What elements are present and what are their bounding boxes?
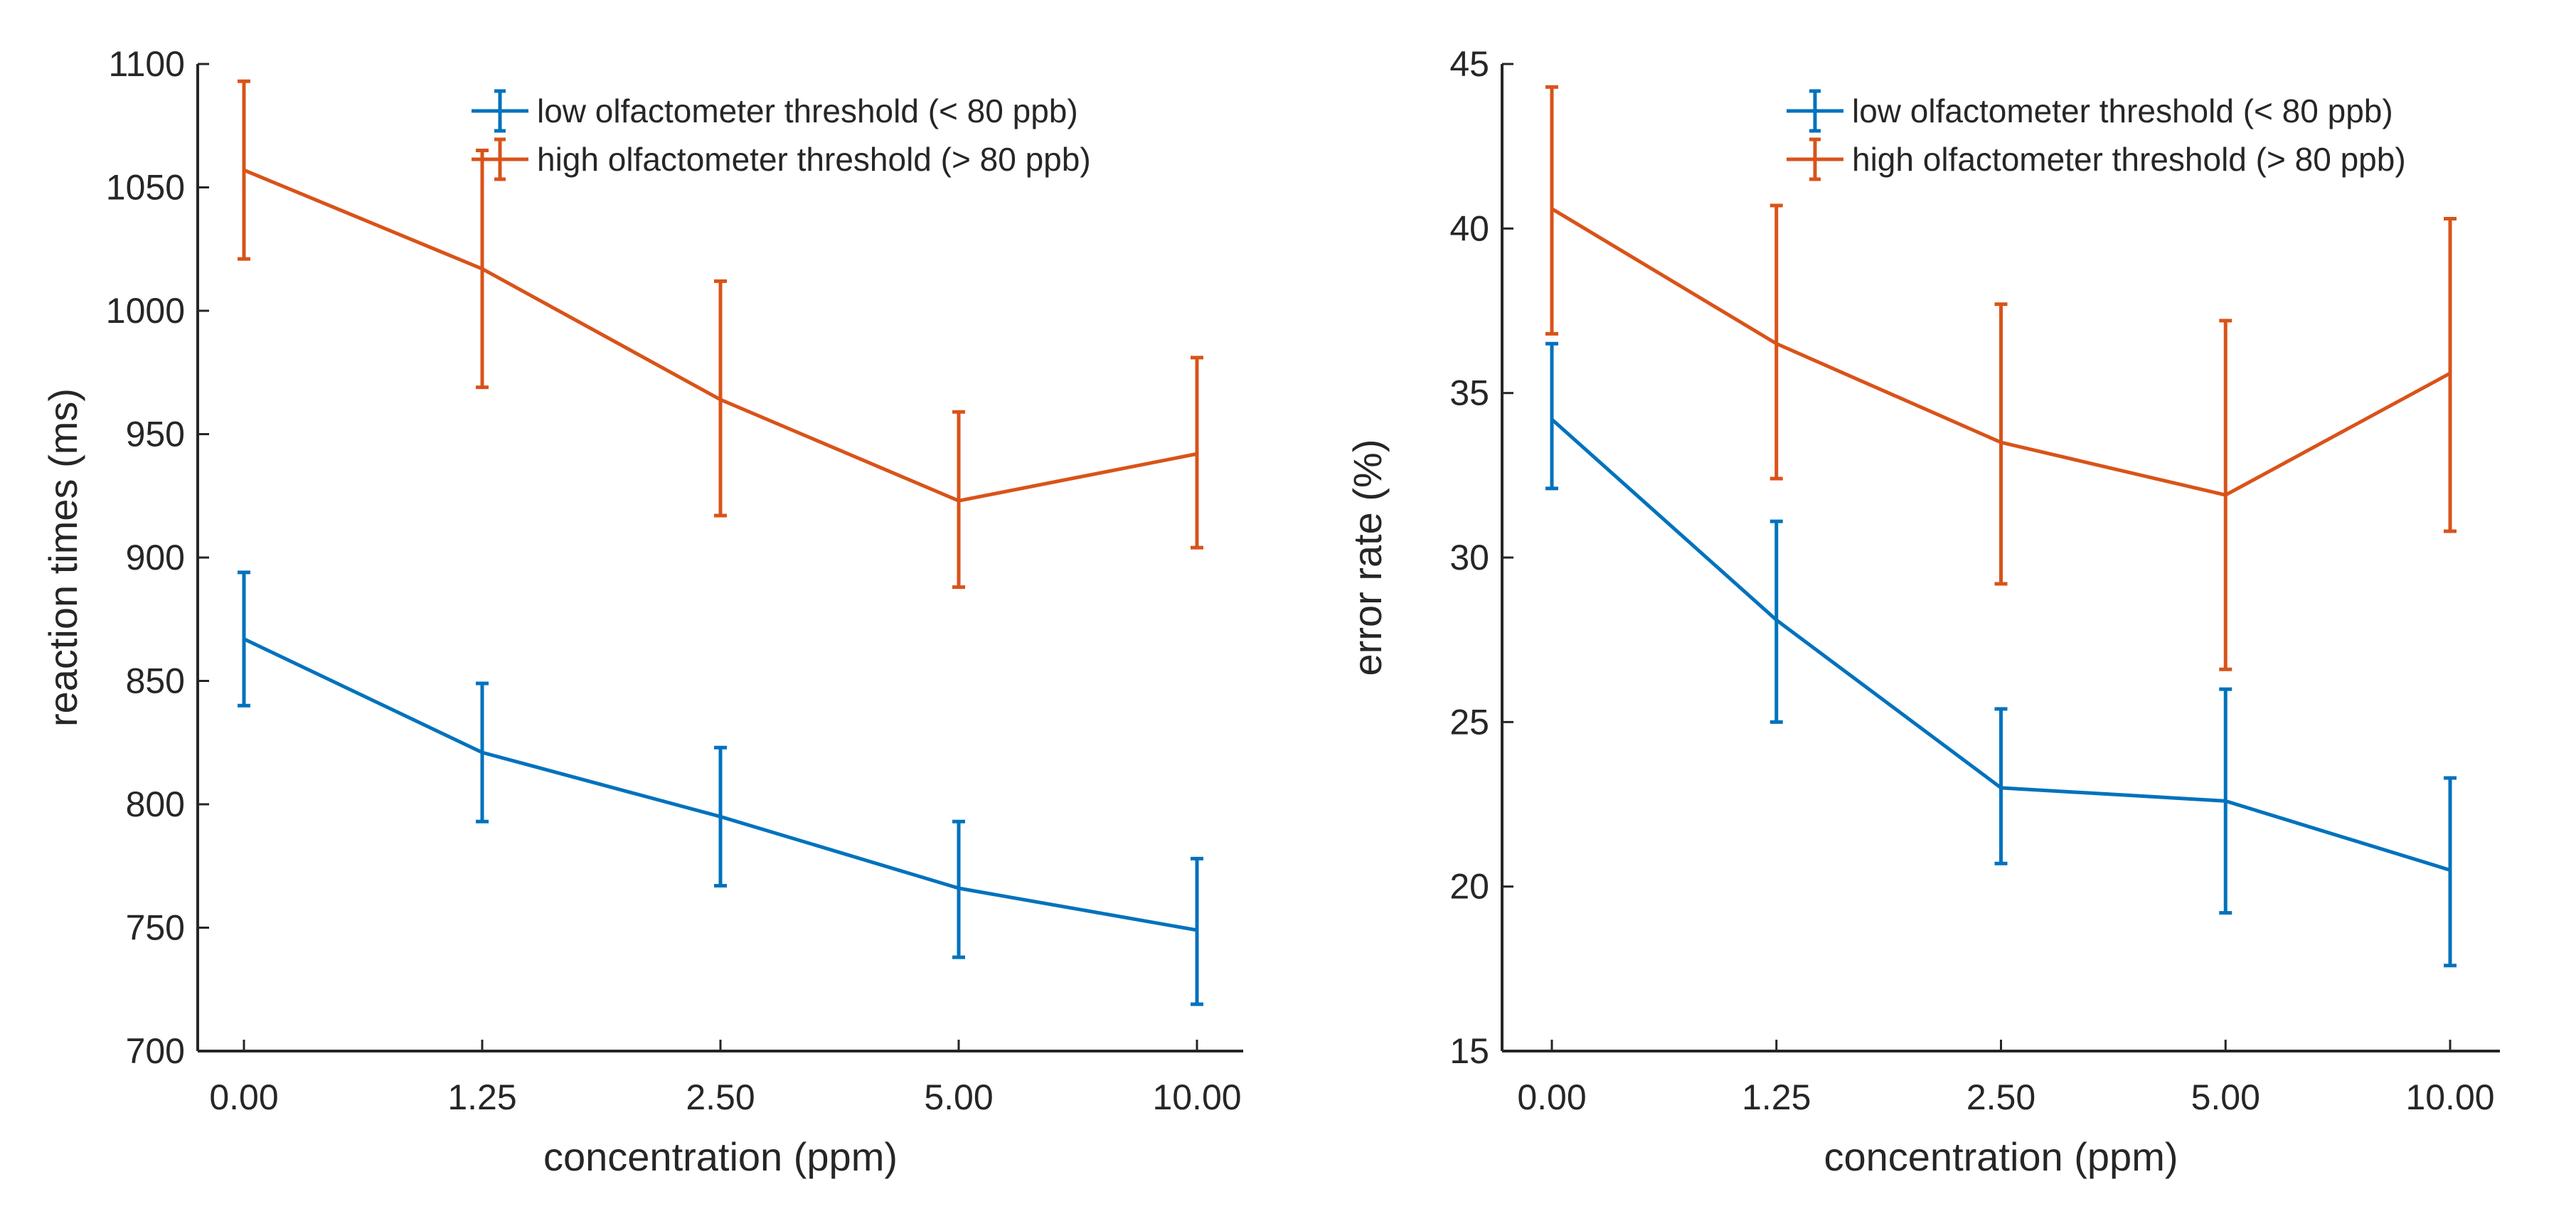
y-tick-label: 20 (1449, 867, 1489, 907)
data-point (1774, 341, 1779, 346)
y-tick-label: 1050 (106, 168, 185, 208)
data-point (957, 499, 961, 503)
legend-entry: high olfactometer threshold (> 80 ppb) (537, 141, 1091, 178)
y-tick-label: 800 (126, 784, 185, 824)
legend-swatch (1787, 89, 1843, 133)
chart-error-rate: 15 20 25 30 35 40 45 0.00 1.25 2.50 5.00 10.00 conce… (1345, 44, 2500, 1179)
legend-entry: low olfactometer threshold (< 80 ppb) (537, 92, 1078, 129)
data-point (2223, 493, 2228, 497)
data-point (1774, 618, 1779, 622)
y-tick-label: 700 (126, 1031, 185, 1071)
data-point (480, 267, 484, 271)
y-tick-label: 40 (1449, 208, 1489, 248)
x-tick-label: 5.00 (924, 1077, 993, 1117)
y-tick-label: 1100 (108, 44, 185, 84)
legend-swatch (472, 89, 528, 133)
data-point (1550, 207, 1554, 211)
y-axis-label: reaction times (ms) (41, 388, 85, 727)
legend-swatch (472, 137, 528, 181)
y-tick-label: 25 (1449, 702, 1489, 742)
y-tick-label: 950 (126, 415, 185, 454)
y-tick-label: 45 (1449, 44, 1489, 84)
data-point (242, 637, 246, 641)
x-tick-label: 2.50 (1966, 1077, 2035, 1117)
data-point (1550, 417, 1554, 422)
legend-entry: low olfactometer threshold (< 80 ppb) (1852, 92, 2393, 129)
y-tick-label: 850 (126, 661, 185, 701)
legend-swatch (1787, 137, 1843, 181)
error-bar (1545, 341, 1558, 491)
series-high-threshold (1545, 85, 2457, 671)
data-point (1999, 440, 2003, 444)
y-tick-label: 35 (1449, 373, 1489, 413)
series-high-threshold (238, 79, 1203, 590)
chart-reaction-times: 700 750 800 850 900 950 1000 1050 1100 0.00 1.25 2.… (41, 44, 1243, 1179)
x-tick-label: 10.00 (2405, 1077, 2494, 1117)
x-tick-label: 1.25 (447, 1077, 516, 1117)
data-point (1999, 786, 2003, 790)
data-point (957, 886, 961, 890)
data-point (2448, 868, 2452, 873)
data-point (1195, 452, 1199, 456)
y-axis-label: error rate (%) (1345, 439, 1390, 676)
x-axis-label: concentration (ppm) (1824, 1134, 2178, 1179)
series-low-threshold (238, 570, 1203, 1006)
x-tick-label: 2.50 (686, 1077, 755, 1117)
x-tick-label: 0.00 (209, 1077, 278, 1117)
x-tick-label: 10.00 (1152, 1077, 1241, 1117)
y-tick-label: 750 (126, 908, 185, 948)
legend: low olfactometer threshold (< 80 ppb) hig… (472, 89, 1091, 181)
data-point (242, 168, 246, 172)
data-point (1195, 928, 1199, 932)
legend: low olfactometer threshold (< 80 ppb) hig… (1787, 89, 2406, 181)
y-tick-label: 900 (126, 538, 185, 577)
data-point (2223, 799, 2228, 803)
data-point (718, 398, 723, 402)
data-point (2448, 371, 2452, 375)
y-tick-label: 15 (1449, 1031, 1489, 1071)
y-tick-label: 30 (1449, 538, 1489, 577)
x-axis-label: concentration (ppm) (543, 1134, 898, 1179)
x-tick-label: 1.25 (1742, 1077, 1811, 1117)
data-point (718, 814, 723, 819)
x-tick-label: 5.00 (2191, 1077, 2260, 1117)
legend-entry: high olfactometer threshold (> 80 ppb) (1852, 141, 2406, 178)
data-point (480, 750, 484, 755)
x-tick-label: 0.00 (1517, 1077, 1586, 1117)
y-tick-label: 1000 (106, 291, 185, 331)
series-low-threshold (1545, 341, 2457, 968)
